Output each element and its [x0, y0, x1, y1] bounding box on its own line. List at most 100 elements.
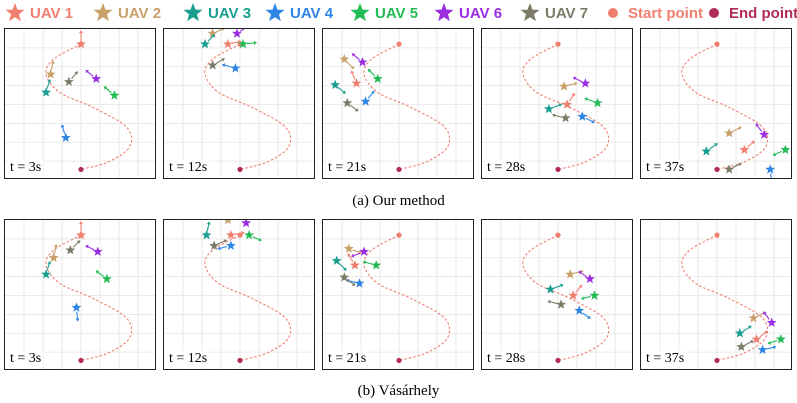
star-icon: [5, 3, 25, 22]
uav-5-marker: [244, 229, 262, 242]
legend-label: End point: [729, 4, 797, 22]
time-label: t = 3s: [8, 160, 44, 176]
uav-7-marker: [736, 340, 754, 352]
legend-label: Start point: [628, 4, 703, 22]
panel-row1-0: t = 3s: [4, 219, 156, 370]
plot-area: [482, 220, 632, 369]
uav-4-marker: [222, 63, 241, 73]
uav-5-marker: [767, 334, 786, 345]
plot-area: [5, 29, 155, 178]
uav-7-marker: [207, 58, 225, 70]
star-icon: [434, 3, 454, 22]
star-icon: [265, 3, 285, 22]
uav-3-marker: [330, 79, 346, 94]
legend-label: UAV 7: [545, 4, 589, 22]
uav-5-marker: [103, 86, 120, 100]
uav-4-marker: [345, 278, 365, 288]
uav-6-marker: [351, 53, 368, 67]
uav-3-marker: [200, 34, 215, 49]
uav-2-marker: [724, 126, 742, 138]
end-point: [237, 357, 243, 364]
star-icon: [93, 3, 113, 22]
uav-1-marker: [739, 140, 755, 155]
dot-icon: [709, 8, 719, 18]
reference-path: [45, 43, 133, 170]
end-point: [237, 166, 243, 173]
uav-1-marker: [350, 70, 362, 88]
start-point: [396, 232, 402, 238]
legend-item-uav-6: UAV 6: [433, 2, 502, 24]
uav-2-marker: [559, 81, 578, 91]
time-label: t = 12s: [167, 160, 210, 176]
row-our-method: t = 3s t = 12s t = 21s t = 28s t = 37s (…: [0, 28, 797, 213]
uav-7-marker: [552, 112, 571, 123]
uav-3-marker: [545, 283, 564, 294]
legend-item-uav-7: UAV 7: [519, 2, 588, 24]
uav-5-marker: [367, 68, 383, 84]
uav-1-marker: [568, 284, 583, 300]
uav-3-marker: [701, 143, 718, 156]
uav-3-marker: [201, 221, 212, 240]
uav-5-marker: [584, 97, 603, 108]
caption-vasarhely: (b) Vásárhely: [357, 383, 440, 399]
panel-row0-4: t = 37s: [640, 28, 792, 179]
plot-area: [641, 220, 791, 369]
legend-label: UAV 1: [30, 4, 74, 22]
end-point: [396, 166, 402, 173]
uav-6-marker: [755, 123, 770, 139]
uav-7-marker: [65, 240, 81, 255]
caption-our-method: (a) Our method: [352, 193, 445, 209]
start-point: [714, 232, 720, 238]
start-point: [555, 41, 561, 47]
time-label: t = 37s: [644, 160, 687, 176]
uav-5-marker: [580, 290, 600, 301]
uav-5-marker: [772, 144, 791, 157]
start-point: [396, 41, 402, 47]
uav-6-marker: [241, 220, 252, 228]
uav-6-marker: [763, 311, 777, 327]
uav-5-marker: [238, 38, 257, 49]
uav-3-marker: [41, 261, 52, 279]
uav-2-marker: [45, 60, 56, 79]
panel-row0-3: t = 28s: [481, 28, 633, 179]
legend-item-uav-5: UAV 5: [349, 2, 418, 24]
uav-6-marker: [85, 69, 102, 84]
uav-1-marker: [751, 330, 768, 344]
legend: UAV 1 UAV 2 UAV 3 UAV 4 UAV 5 UAV 6 UAV 7 Start…: [0, 0, 797, 28]
legend-label: UAV 6: [459, 4, 503, 22]
plot-area: [641, 29, 791, 178]
uav-1-marker: [76, 221, 86, 240]
reference-path: [522, 43, 610, 170]
star-icon: [520, 3, 540, 22]
uav-2-marker: [207, 29, 225, 38]
time-label: t = 21s: [326, 160, 369, 176]
uav-7-marker: [724, 162, 742, 174]
legend-item-uav-1: UAV 1: [4, 2, 73, 24]
panel-row0-0: t = 3s: [4, 28, 156, 179]
legend-item-start-point: Start point: [602, 2, 703, 24]
uav-6-marker: [572, 76, 591, 88]
reference-path: [522, 234, 610, 361]
plot-area: [5, 220, 155, 369]
panel-row1-3: t = 28s: [481, 219, 633, 370]
panel-row1-1: t = 12s: [163, 219, 315, 370]
legend-item-uav-4: UAV 4: [264, 2, 333, 24]
uav-1-marker: [562, 92, 575, 109]
reference-path: [363, 43, 451, 170]
uav-6-marker: [232, 29, 248, 38]
uav-4-marker: [217, 240, 236, 251]
plot-area: [323, 220, 473, 369]
legend-item-uav-2: UAV 2: [92, 2, 161, 24]
end-point: [555, 166, 561, 173]
uav-4-marker: [574, 305, 591, 319]
start-point: [555, 232, 561, 238]
plot-area: [323, 29, 473, 178]
uav-6-marker: [578, 271, 595, 284]
uav-4-marker: [60, 124, 71, 142]
uav-4-marker: [360, 90, 375, 106]
plot-area: [164, 29, 314, 178]
uav-7-marker: [339, 272, 356, 286]
plot-area: [164, 220, 314, 369]
uav-3-marker: [331, 255, 347, 271]
panel-row1-4: t = 37s: [640, 219, 792, 370]
